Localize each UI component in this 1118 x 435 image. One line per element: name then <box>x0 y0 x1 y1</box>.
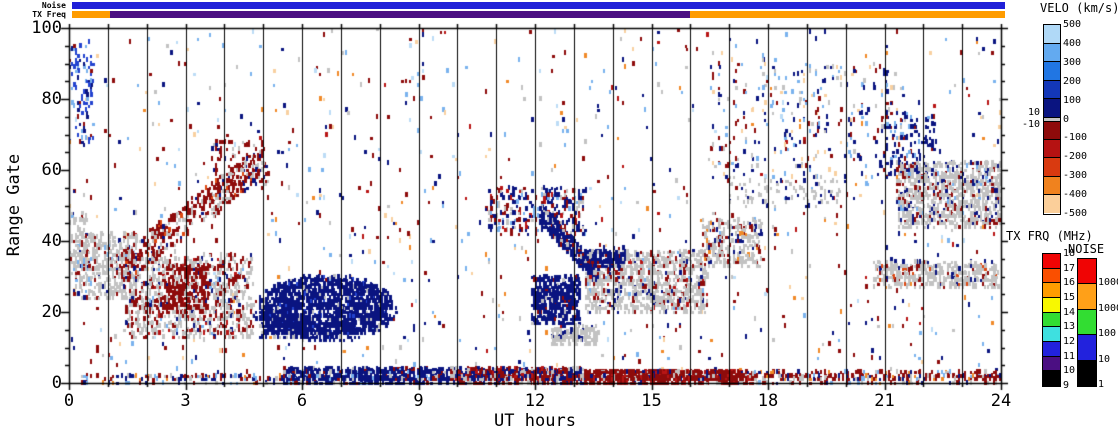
velo-tick-label: -200 <box>1063 151 1088 163</box>
y-tick-label: 20 <box>41 302 62 322</box>
noise-scale-segment <box>1078 284 1096 310</box>
txfrq-tick-label: 15 <box>1063 292 1076 303</box>
y-tick-label: 60 <box>41 160 62 180</box>
velo-scale-segment <box>1044 80 1060 99</box>
txfrq-scale-segment <box>1043 312 1060 328</box>
velo-scale-segment <box>1044 195 1060 214</box>
velo-colorbar <box>1043 24 1061 215</box>
txfreq-status-bar <box>72 11 1005 18</box>
x-tick-label: 12 <box>524 391 546 411</box>
noise-tick-label: 10000 <box>1098 277 1118 289</box>
txfrq-tick-label: 9 <box>1063 380 1070 391</box>
velo-tick-label: 0 <box>1063 113 1070 125</box>
x-tick-label: 18 <box>757 391 779 411</box>
velo-colorbar-title: VELO (km/s) <box>1040 1 1118 15</box>
velo-tick-label: 500 <box>1063 19 1082 30</box>
noise-scale-segment <box>1078 335 1096 361</box>
y-tick-label: 80 <box>41 89 62 109</box>
txfrq-scale-segment <box>1043 297 1060 313</box>
velo-scale-segment <box>1044 25 1060 44</box>
txfrq-tick-label: 18 <box>1063 248 1076 259</box>
velo-tick-label: 200 <box>1063 75 1082 87</box>
velo-tick-label: 400 <box>1063 37 1082 49</box>
txfreq-bar-segment <box>110 11 690 18</box>
noise-scale-segment <box>1078 309 1096 336</box>
noise-scale-segment <box>1078 360 1096 386</box>
txfrq-tick-label: 10 <box>1063 365 1076 377</box>
velo-plus-threshold-label: 10 <box>1027 107 1040 118</box>
x-axis-title: UT hours <box>494 411 576 431</box>
x-tick-label: 9 <box>413 391 424 411</box>
txfrq-scale-segment <box>1043 283 1060 298</box>
velo-minus-threshold-label: -10 <box>1021 119 1040 130</box>
noise-colorbar-title: NOISE <box>1068 242 1105 256</box>
txfrq-scale-segment <box>1043 356 1060 372</box>
velo-scale-segment <box>1044 43 1060 62</box>
txfrq-tick-label: 16 <box>1063 277 1076 289</box>
noise-status-bar <box>72 2 1005 9</box>
velo-scale-segment <box>1044 121 1060 140</box>
txfrq-scale-segment <box>1043 371 1060 386</box>
txfrq-tick-label: 13 <box>1063 321 1076 333</box>
x-tick-label: 6 <box>296 391 308 411</box>
velo-scale-segment <box>1044 139 1060 159</box>
txfrq-scale-segment <box>1043 268 1060 284</box>
y-tick-label: 40 <box>41 231 62 251</box>
txfrq-tick-label: 17 <box>1063 262 1076 274</box>
txfreq-bar-label: TX Freq <box>32 10 66 19</box>
txfrq-tick-label: 12 <box>1063 336 1076 347</box>
noise-tick-label: 100 <box>1098 328 1117 340</box>
velo-tick-label: -400 <box>1063 189 1088 201</box>
velo-scale-segment <box>1044 62 1060 81</box>
txfrq-tick-label: 11 <box>1063 350 1076 362</box>
velo-tick-label: 300 <box>1063 56 1082 68</box>
noise-bar-label: Noise <box>41 1 66 10</box>
x-tick-label: 0 <box>63 391 75 411</box>
velo-tick-label: -300 <box>1063 170 1088 182</box>
txfrq-scale-segment <box>1043 254 1060 269</box>
txfrq-tick-label: 14 <box>1063 306 1076 318</box>
txfrq-scale-segment <box>1043 327 1060 342</box>
velo-tick-label: -500 <box>1063 208 1088 219</box>
noise-tick-label: 10 <box>1098 353 1111 365</box>
velo-scale-segment <box>1044 99 1060 118</box>
noise-tick-label: 1 <box>1098 379 1105 390</box>
x-tick-label: 21 <box>874 391 895 411</box>
velo-tick-label: -100 <box>1063 132 1088 144</box>
velo-scale-segment <box>1044 176 1060 196</box>
velo-scale-segment <box>1044 158 1060 177</box>
noise-scale-segment <box>1078 259 1096 285</box>
txfreq-bar-segment <box>72 11 111 18</box>
x-tick-label: 3 <box>180 391 191 411</box>
y-tick-label: 100 <box>31 18 62 38</box>
noise-colorbar <box>1077 258 1097 387</box>
velo-tick-label: 100 <box>1063 94 1082 106</box>
x-tick-label: 15 <box>641 391 662 411</box>
velo-zero-band <box>1044 117 1060 122</box>
y-tick-label: 0 <box>51 373 62 393</box>
txfrq-scale-segment <box>1043 341 1060 357</box>
txfreq-bar-segment <box>689 11 1005 18</box>
txfrq-colorbar <box>1042 253 1061 387</box>
x-tick-label: 24 <box>990 391 1012 411</box>
txfrq-colorbar-title: TX FRQ (MHz) <box>1006 229 1093 243</box>
